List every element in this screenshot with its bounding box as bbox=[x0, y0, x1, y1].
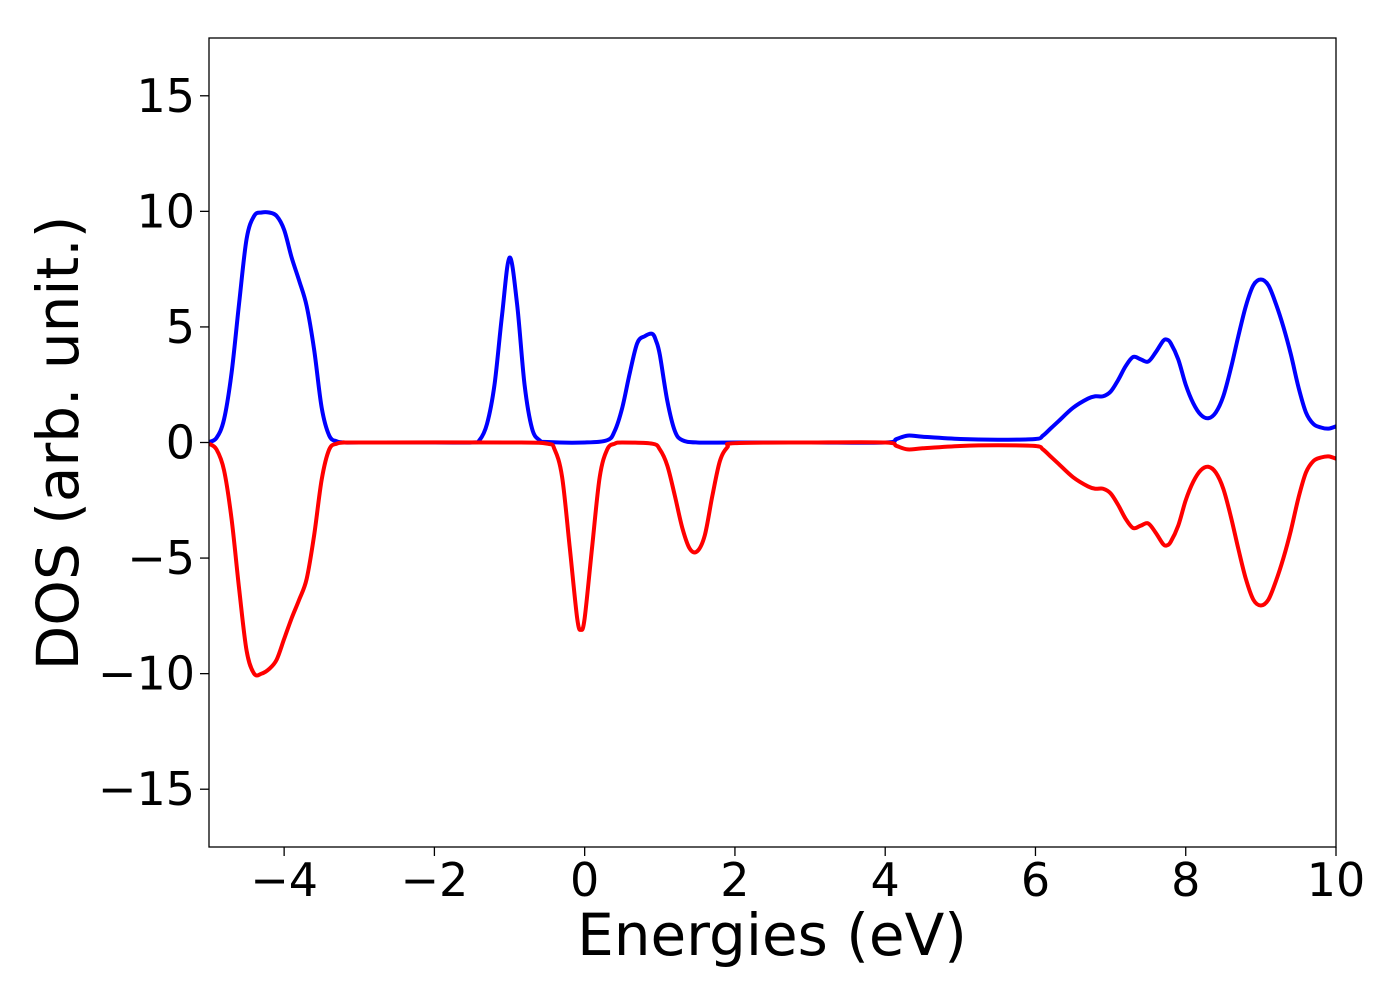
series-line-up bbox=[209, 210, 1336, 445]
x-axis-ticks: −4 −2 0 2 4 6 8 10 bbox=[250, 847, 1365, 907]
x-axis-label: Energies (eV) bbox=[577, 901, 967, 969]
x-tick-label: −4 bbox=[250, 853, 318, 907]
y-tick-label: −10 bbox=[98, 647, 195, 701]
x-tick-label: 0 bbox=[570, 853, 599, 907]
y-tick-label: 15 bbox=[136, 69, 195, 123]
y-axis-ticks: 15 10 5 0 −5 −10 −15 bbox=[98, 69, 209, 816]
series-line-down bbox=[209, 440, 1336, 678]
y-tick-label: 0 bbox=[166, 416, 195, 470]
y-tick-label: 5 bbox=[166, 300, 195, 354]
x-tick-label: 2 bbox=[720, 853, 749, 907]
x-tick-label: −2 bbox=[400, 853, 468, 907]
x-tick-label: 6 bbox=[1021, 853, 1050, 907]
x-tick-label: 10 bbox=[1307, 853, 1366, 907]
y-axis-label: DOS (arb. unit.) bbox=[24, 216, 92, 671]
x-tick-label: 8 bbox=[1171, 853, 1200, 907]
y-tick-label: −5 bbox=[127, 531, 195, 585]
series-layer bbox=[209, 210, 1336, 678]
x-tick-label: 4 bbox=[871, 853, 900, 907]
y-tick-label: −15 bbox=[98, 762, 195, 816]
y-tick-label: 10 bbox=[136, 184, 195, 238]
